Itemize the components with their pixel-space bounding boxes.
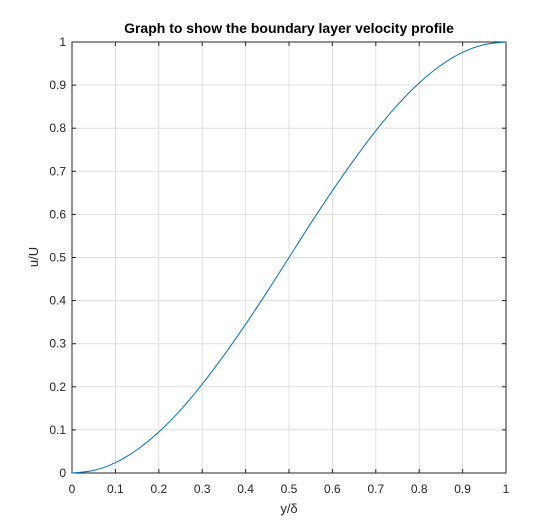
x-tick-label: 1 bbox=[503, 482, 510, 496]
x-tick-label: 0.6 bbox=[324, 482, 341, 496]
x-tick-label: 0.8 bbox=[411, 482, 428, 496]
x-tick-label: 0.5 bbox=[281, 482, 298, 496]
y-tick-label: 0.7 bbox=[49, 164, 66, 178]
x-axis-label: y/δ bbox=[280, 501, 297, 516]
y-tick-label: 0 bbox=[59, 466, 66, 480]
x-tick-label: 0.3 bbox=[194, 482, 211, 496]
y-tick-label: 0.6 bbox=[49, 207, 66, 221]
x-tick-label: 0 bbox=[69, 482, 76, 496]
x-tick-label: 0.7 bbox=[367, 482, 384, 496]
chart-title: Graph to show the boundary layer velocit… bbox=[124, 20, 454, 36]
y-tick-label: 0.2 bbox=[49, 380, 66, 394]
axis-ticks: 0 0.1 0.2 0.3 0.4 0.5 0.6 0.7 0.8 0.9 1 0 0.1 0.2 0.3 0… bbox=[49, 35, 509, 496]
x-tick-label: 0.9 bbox=[454, 482, 471, 496]
y-axis-label: u/U bbox=[26, 247, 41, 267]
y-tick-label: 0.3 bbox=[49, 337, 66, 351]
y-tick-label: 0.1 bbox=[49, 423, 66, 437]
velocity-profile-line bbox=[71, 41, 507, 474]
x-tick-label: 0.1 bbox=[107, 482, 124, 496]
y-tick-label: 1 bbox=[59, 35, 66, 49]
series-layer bbox=[71, 41, 507, 474]
y-tick-label: 0.4 bbox=[49, 294, 66, 308]
y-tick-label: 0.5 bbox=[49, 251, 66, 265]
y-tick-label: 0.8 bbox=[49, 121, 66, 135]
x-tick-label: 0.2 bbox=[150, 482, 167, 496]
y-tick-label: 0.9 bbox=[49, 78, 66, 92]
x-tick-label: 0.4 bbox=[237, 482, 254, 496]
